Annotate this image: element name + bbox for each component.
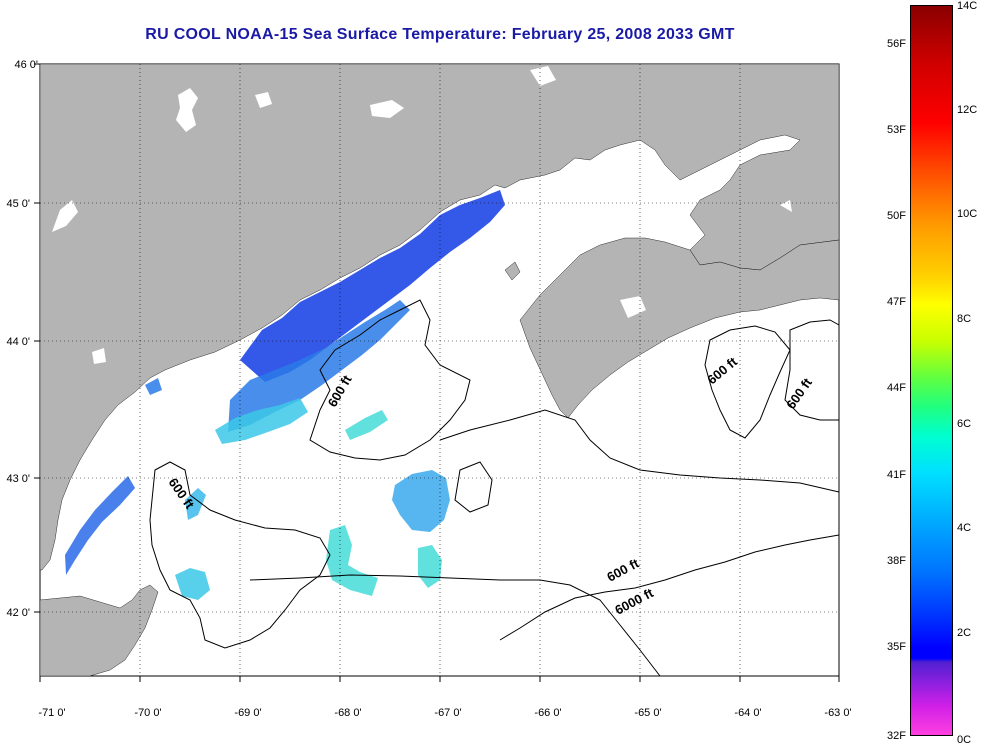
x-tick-label: -69 0': [234, 707, 261, 719]
sst-patch-southwest: [175, 568, 210, 600]
contour-600-scotian-2: [704, 325, 791, 439]
temperature-colorbar: [910, 5, 953, 736]
colorbar-f-label: 38F: [887, 555, 906, 567]
sst-patch-teal: [215, 398, 308, 444]
sst-patch-georges-1: [392, 470, 450, 532]
sst-patch-coastal: [240, 190, 505, 382]
land-grand-manan: [504, 261, 521, 281]
land-cape-cod: [39, 584, 159, 677]
sst-patch-georges-2: [326, 525, 378, 596]
y-tick-label: 44 0': [6, 336, 30, 348]
y-tick-label: 43 0': [6, 473, 30, 485]
colorbar-c-label: 2C: [957, 627, 972, 639]
contour-600-gulf: [309, 299, 471, 461]
colorbar-f-label: 32F: [887, 730, 906, 742]
colorbar-c-label: 4C: [957, 522, 972, 534]
x-tick-label: -65 0': [634, 707, 661, 719]
colorbar-c-label: 10C: [957, 208, 978, 220]
colorbar-c-label: 8C: [957, 313, 972, 325]
sst-patch-offshore-blue: [228, 300, 410, 432]
x-tick-label: -66 0': [534, 707, 561, 719]
contour-600-georges: [454, 461, 493, 513]
y-tick-label: 45 0': [6, 198, 30, 210]
y-axis-labels: 46 0' 45 0' 44 0' 43 0' 42 0': [6, 59, 38, 619]
contour-600-southwest: [149, 461, 331, 649]
contour-600-east: [784, 319, 840, 421]
sst-patch-small-2: [345, 410, 388, 440]
colorbar-c-label: 6C: [957, 418, 972, 430]
sst-data: [65, 190, 505, 600]
colorbar-c-label: 14C: [957, 0, 978, 12]
colorbar-f-label: 50F: [887, 210, 906, 222]
colorbar-f-label: 41F: [887, 469, 906, 481]
contour-600-scotian-1: [439, 409, 840, 493]
sst-patch-small-3: [185, 488, 206, 520]
contour-600-south: [249, 574, 661, 677]
colorbar-c-label: 0C: [957, 734, 972, 746]
land-maine: [39, 63, 840, 571]
sst-patch-coast-ma: [65, 476, 135, 575]
colorbar-f-label: 56F: [887, 38, 906, 50]
x-axis-labels: -71 0' -70 0' -69 0' -68 0' -67 0' -66 0…: [38, 707, 851, 719]
colorbar-f-label: 53F: [887, 124, 906, 136]
x-tick-label: -68 0': [334, 707, 361, 719]
sst-patch-small-1: [145, 378, 162, 395]
tick-marks: [34, 63, 840, 682]
x-tick-label: -71 0': [38, 707, 65, 719]
x-tick-label: -70 0': [134, 707, 161, 719]
land: [39, 63, 840, 677]
colorbar-f-label: 35F: [887, 641, 906, 653]
map-title: RU COOL NOAA-15 Sea Surface Temperature:…: [145, 26, 735, 43]
x-tick-label: -67 0': [434, 707, 461, 719]
y-tick-label: 46 0': [14, 59, 38, 71]
inland-water: [52, 66, 792, 364]
y-tick-label: 42 0': [6, 607, 30, 619]
x-tick-label: -63 0': [824, 707, 851, 719]
x-tick-label: -64 0': [734, 707, 761, 719]
colorbar-f-label: 47F: [887, 296, 906, 308]
colorbar-c-label: 12C: [957, 104, 978, 116]
colorbar-f-label: 44F: [887, 382, 906, 394]
